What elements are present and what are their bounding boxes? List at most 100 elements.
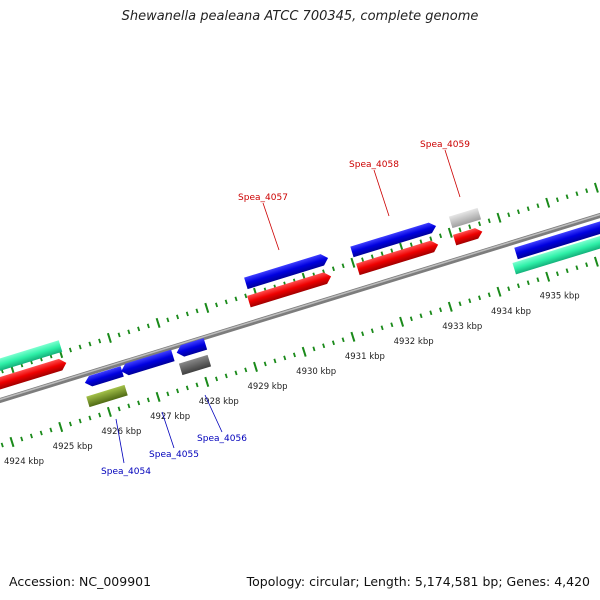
label-spea-4055[interactable]: Spea_4055	[149, 450, 199, 460]
upper-minor-tick	[361, 257, 365, 263]
lower-minor-tick	[507, 286, 511, 292]
lower-minor-tick	[370, 328, 374, 334]
lower-minor-tick	[0, 442, 4, 448]
lower-minor-tick	[390, 322, 394, 328]
upper-minor-tick	[146, 323, 150, 329]
leader-spea-4057	[262, 202, 280, 251]
gene-spea-4058[interactable]	[356, 239, 440, 276]
lower-minor-tick	[409, 316, 413, 322]
lower-minor-tick	[585, 262, 589, 268]
upper-minor-tick	[390, 248, 394, 254]
lower-minor-tick	[516, 283, 520, 289]
gene-spea-4059[interactable]	[448, 207, 482, 229]
lower-minor-tick	[419, 313, 423, 319]
upper-minor-tick	[117, 332, 121, 338]
lower-minor-tick	[380, 325, 384, 331]
lower-minor-tick	[98, 412, 102, 418]
upper-minor-tick	[78, 344, 82, 350]
upper-minor-tick	[224, 299, 228, 305]
upper-minor-tick	[166, 317, 170, 323]
lower-major-tick	[9, 436, 15, 448]
lower-minor-tick	[526, 280, 530, 286]
lower-major-tick	[58, 421, 64, 433]
lower-minor-tick	[263, 361, 267, 367]
upper-minor-tick	[555, 197, 559, 203]
kbp-tick-label: 4928 kbp	[199, 397, 239, 407]
lower-minor-tick	[176, 388, 180, 394]
forward-teal-gene-right[interactable]	[512, 233, 600, 275]
upper-minor-tick	[176, 314, 180, 320]
lower-major-tick	[545, 271, 551, 282]
upper-minor-tick	[585, 188, 589, 194]
upper-minor-tick	[185, 311, 189, 317]
lower-minor-tick	[341, 337, 345, 343]
lower-minor-tick	[39, 430, 43, 436]
leader-spea-4059	[444, 149, 461, 198]
lower-minor-tick	[244, 367, 248, 373]
upper-minor-tick	[565, 194, 569, 200]
forward-teal-gene-left[interactable]	[0, 340, 63, 374]
leader-spea-4055	[161, 411, 175, 449]
kbp-tick-label: 4934 kbp	[491, 307, 531, 317]
kbp-tick-label: 4933 kbp	[442, 322, 482, 332]
lower-major-tick	[253, 361, 258, 372]
upper-minor-tick	[487, 218, 491, 224]
leader-spea-4058	[373, 169, 390, 217]
lower-minor-tick	[195, 382, 199, 388]
lower-minor-tick	[458, 301, 462, 307]
lower-minor-tick	[429, 310, 433, 316]
lower-major-tick	[496, 286, 502, 297]
label-spea-4054[interactable]: Spea_4054	[101, 467, 151, 477]
forward-red-gene-small[interactable]	[453, 226, 484, 246]
lower-major-tick	[350, 331, 356, 342]
label-spea-4058[interactable]: Spea_4058	[349, 160, 399, 170]
forward-red-gene-left[interactable]	[0, 357, 68, 392]
lower-major-tick	[204, 376, 210, 387]
lower-minor-tick	[224, 373, 228, 379]
forward-blue-gene-right[interactable]	[514, 219, 600, 260]
lower-minor-tick	[478, 295, 482, 301]
gene-spea-4056[interactable]	[175, 338, 208, 358]
upper-minor-tick	[127, 329, 131, 335]
gene-spea-4054[interactable]	[83, 366, 124, 388]
upper-minor-tick	[516, 209, 520, 215]
forward-blue-gene-1[interactable]	[244, 252, 330, 290]
kbp-tick-label: 4924 kbp	[4, 457, 44, 467]
map-title: Shewanella pealeana ATCC 700345, complet…	[121, 9, 479, 24]
upper-minor-tick	[507, 212, 511, 218]
lower-minor-tick	[88, 415, 92, 421]
genome-summary-text: Topology: circular; Length: 5,174,581 bp…	[246, 574, 590, 589]
forward-blue-gene-2[interactable]	[350, 221, 437, 258]
label-spea-4057[interactable]: Spea_4057	[238, 193, 288, 203]
upper-minor-tick	[370, 254, 374, 260]
upper-minor-tick	[137, 326, 141, 332]
lower-minor-tick	[127, 403, 131, 409]
upper-major-tick	[106, 332, 112, 344]
lower-minor-tick	[312, 346, 316, 352]
upper-minor-tick	[380, 251, 384, 257]
upper-major-tick	[593, 182, 599, 193]
lower-minor-tick	[215, 376, 219, 382]
leader-spea-4054	[115, 418, 125, 464]
upper-minor-tick	[429, 236, 433, 242]
lower-tick-track	[0, 256, 599, 448]
gene-spea-4056-grey[interactable]	[178, 354, 212, 376]
lower-minor-tick	[273, 358, 277, 364]
gene-spea-4057[interactable]	[247, 271, 333, 308]
lower-minor-tick	[166, 391, 170, 397]
lower-minor-tick	[331, 340, 335, 346]
label-spea-4056[interactable]: Spea_4056	[197, 434, 247, 444]
upper-minor-tick	[458, 227, 462, 233]
gene-spea-4055[interactable]	[119, 349, 175, 377]
gene-spea-4054-olive[interactable]	[86, 384, 128, 408]
upper-tick-track	[0, 182, 599, 374]
upper-minor-tick	[68, 347, 72, 353]
upper-minor-tick	[215, 302, 219, 308]
genome-backbone-highlight	[0, 213, 600, 401]
upper-major-tick	[496, 212, 502, 223]
lower-major-tick	[593, 256, 599, 267]
label-spea-4059[interactable]: Spea_4059	[420, 140, 470, 150]
kbp-tick-label: 4932 kbp	[394, 337, 434, 347]
lower-major-tick	[155, 391, 161, 403]
